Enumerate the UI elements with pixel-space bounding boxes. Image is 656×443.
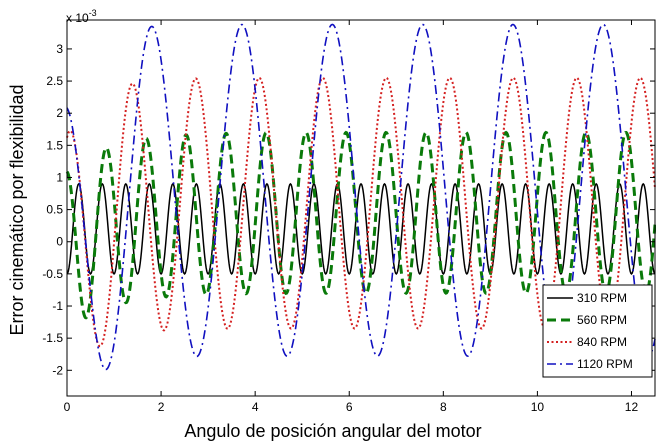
x-tick-label: 10	[531, 400, 545, 414]
y-axis-label: Error cinemático por flexibilidad	[7, 84, 27, 335]
x-tick-label: 0	[64, 400, 71, 414]
legend-box	[542, 284, 653, 378]
series-line-0	[66, 182, 656, 275]
legend-entry-3: 1120 RPM	[577, 357, 633, 371]
x-tick-label: 4	[252, 400, 259, 414]
y-tick-label: 1.5	[46, 138, 63, 152]
legend: 310 RPM 560 RPM 840 RPM 1120 RPM	[542, 284, 653, 378]
y-tick-label: -1	[52, 299, 63, 313]
series-line-2	[66, 76, 656, 348]
y-ticks: -2 -1.5 -1 -0.5 0 0.5 1 1.5 2 2.5 3	[42, 42, 655, 377]
x-tick-label: 6	[346, 400, 353, 414]
plot-frame	[66, 19, 656, 397]
series-line-1	[65, 130, 656, 320]
y-tick-label: 2.5	[46, 74, 63, 88]
y-tick-label: 0.5	[46, 203, 63, 217]
x-tick-label: 2	[158, 400, 165, 414]
x-tick-label: 12	[625, 400, 639, 414]
plot-area	[65, 23, 656, 371]
x-axis-label: Angulo de posición angular del motor	[184, 421, 481, 441]
series-line-3	[66, 23, 656, 371]
legend-entry-1: 560 RPM	[577, 313, 627, 327]
y-tick-label: -2	[52, 363, 63, 377]
y-tick-label: -0.5	[42, 267, 63, 281]
legend-entry-2: 840 RPM	[577, 335, 627, 349]
x-ticks: 0 2 4 6 8 10 12	[64, 20, 639, 414]
y-tick-label: 2	[56, 106, 63, 120]
y-tick-label: 3	[56, 42, 63, 56]
axes	[66, 19, 656, 397]
y-tick-label: 1	[56, 170, 63, 184]
y-exponent-label: x 10-3	[66, 8, 97, 25]
y-tick-label: 0	[56, 235, 63, 249]
y-tick-label: -1.5	[42, 331, 63, 345]
legend-entry-0: 310 RPM	[577, 291, 627, 305]
x-tick-label: 8	[440, 400, 447, 414]
